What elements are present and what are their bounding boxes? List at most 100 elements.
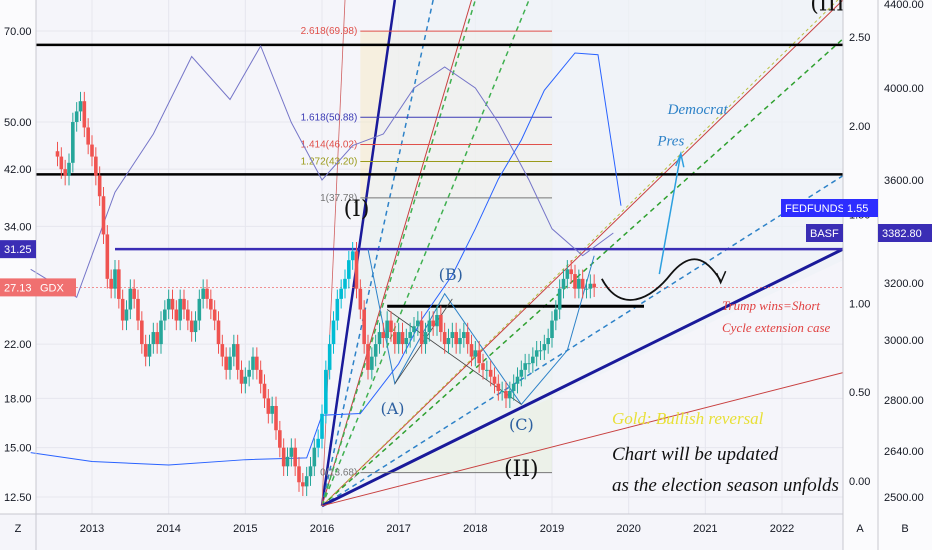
candle xyxy=(515,376,520,384)
candle xyxy=(366,344,370,370)
candle xyxy=(105,234,110,279)
candle xyxy=(67,162,71,176)
x-axis-bg xyxy=(0,514,932,550)
candle xyxy=(251,356,255,370)
candle xyxy=(435,314,439,327)
candle xyxy=(212,309,217,321)
y-middle-tick-label: 1.00 xyxy=(849,298,870,310)
candle xyxy=(354,251,359,289)
fan-line-5 xyxy=(321,0,844,507)
price-tag-31-bg xyxy=(0,240,36,259)
wave-label: (I) xyxy=(344,197,370,222)
candle xyxy=(316,438,320,448)
note-gold: Gold: Bullish reversal xyxy=(612,409,764,428)
symbol-tag: GDX xyxy=(40,282,65,294)
candle xyxy=(304,476,309,487)
fib-level-label: 1.414(46.02) xyxy=(301,139,358,150)
fan-line-0 xyxy=(320,0,397,506)
candle xyxy=(324,369,328,414)
candle xyxy=(331,320,336,345)
y-left-tick-label: 70.00 xyxy=(4,26,32,38)
candle xyxy=(197,298,202,321)
candle xyxy=(143,344,148,357)
candle xyxy=(427,320,432,333)
candle xyxy=(193,320,198,333)
note-democrat-1: Democrat xyxy=(667,102,729,118)
projection-curve xyxy=(601,258,722,301)
y-left-tick-label: 50.00 xyxy=(4,117,32,129)
candle xyxy=(396,332,401,345)
candle xyxy=(462,332,466,339)
candle xyxy=(569,269,573,275)
x-tick-label: 2014 xyxy=(156,523,180,535)
candle xyxy=(159,320,163,345)
candle xyxy=(71,122,75,163)
y-left-tick-label: 18.00 xyxy=(4,393,32,405)
candle xyxy=(473,350,478,357)
note-democrat-2: Pres xyxy=(656,134,684,150)
candle xyxy=(504,390,508,399)
candle xyxy=(140,320,144,345)
candle xyxy=(358,288,363,310)
candle xyxy=(431,320,435,327)
candle xyxy=(186,309,190,321)
candle xyxy=(385,320,389,339)
candle xyxy=(400,332,405,345)
candle xyxy=(527,363,531,365)
candle xyxy=(500,390,504,392)
basf-tag: BASF xyxy=(810,228,839,240)
candle xyxy=(554,309,558,321)
y-middle-tick-label: 0.50 xyxy=(849,387,870,399)
candle xyxy=(270,405,274,414)
candle xyxy=(542,344,547,351)
right-axes-bg xyxy=(843,0,932,550)
candle xyxy=(550,320,554,339)
candle xyxy=(74,111,79,123)
y-left-tick-label: 42.00 xyxy=(4,164,32,176)
candle xyxy=(155,332,159,345)
candle xyxy=(588,283,593,289)
candle xyxy=(312,447,317,467)
candle xyxy=(174,309,179,321)
candle xyxy=(266,398,271,414)
candle xyxy=(117,269,121,299)
candle xyxy=(327,344,332,370)
candle xyxy=(565,269,570,279)
basf-value-tag-bg xyxy=(878,224,932,242)
candle xyxy=(147,344,152,357)
candle xyxy=(561,278,566,289)
axis-footer-middle: A xyxy=(856,523,864,535)
candle xyxy=(163,309,167,321)
y-right-tick-label: 3200.00 xyxy=(884,278,924,290)
candle xyxy=(308,466,313,477)
candle xyxy=(335,298,340,321)
democrat-arrow xyxy=(658,153,682,275)
candle xyxy=(465,332,470,345)
fan-line-9 xyxy=(321,247,844,508)
fedfunds-value-tag: 1.55 xyxy=(847,203,868,215)
candle xyxy=(496,383,501,391)
fib-level-label: 2.618(69.98) xyxy=(301,26,358,37)
candle xyxy=(450,332,455,339)
y-right-tick-label: 2500.00 xyxy=(884,492,924,504)
candle xyxy=(82,101,87,128)
x-tick-label: 2018 xyxy=(463,523,487,535)
x-tick-label: 2015 xyxy=(233,523,257,535)
price-tag-last: 27.13 xyxy=(4,282,32,294)
candle xyxy=(285,456,290,467)
fan-line-7 xyxy=(321,0,839,507)
fib-level-label: 1.618(50.88) xyxy=(301,112,358,123)
fan-line-10 xyxy=(321,372,844,507)
candle xyxy=(209,298,213,310)
candle xyxy=(389,320,393,333)
x-tick-label: 2020 xyxy=(616,523,640,535)
democrat-arrowhead xyxy=(675,150,685,168)
candle xyxy=(584,288,589,290)
candle xyxy=(458,338,462,345)
y-right-tick-label: 3600.00 xyxy=(884,175,924,187)
candle xyxy=(224,356,228,370)
candle xyxy=(404,338,409,345)
candle xyxy=(101,196,106,235)
candle xyxy=(442,332,447,345)
